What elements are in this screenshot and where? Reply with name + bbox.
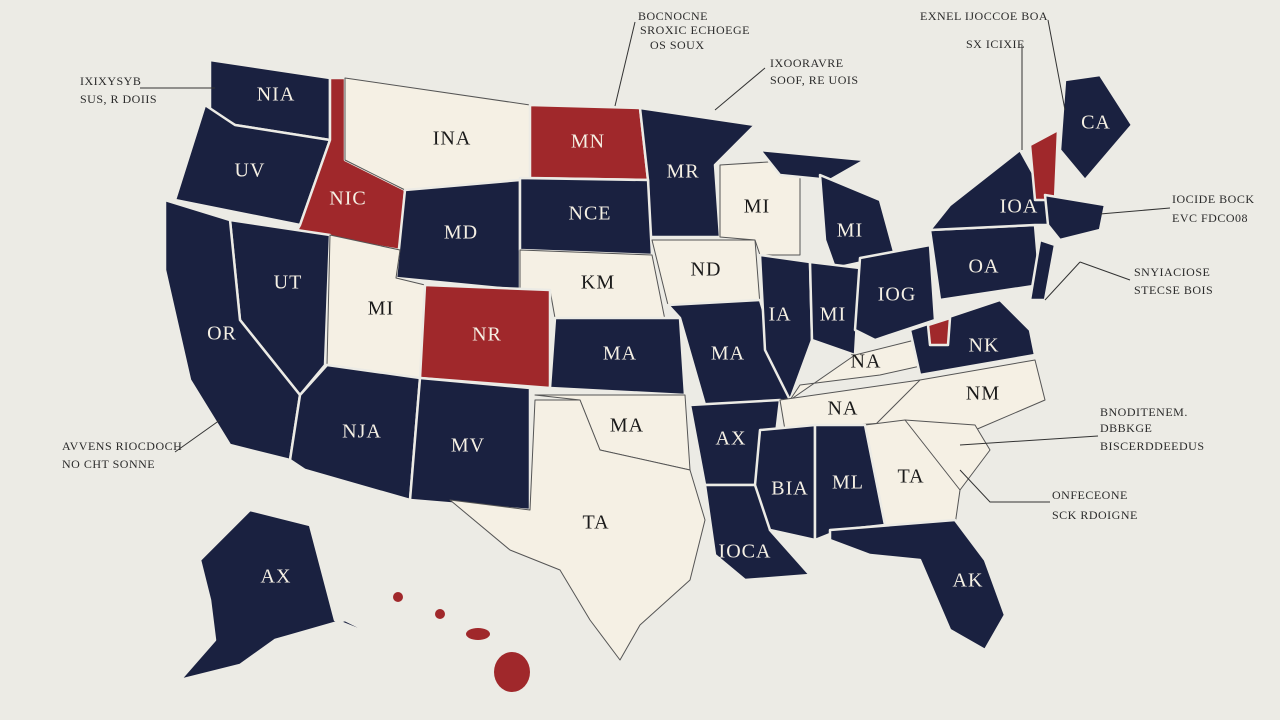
- state: [758, 253, 814, 402]
- state-label: NCE: [569, 203, 612, 225]
- state: [1043, 193, 1107, 242]
- state-label: IOG: [878, 284, 917, 306]
- state: [908, 298, 1037, 377]
- state: [753, 423, 817, 542]
- annotation-text: EVC FDCO08: [1172, 211, 1248, 225]
- leader-line: [1044, 261, 1131, 301]
- island: [494, 652, 530, 692]
- state-label: MV: [451, 435, 485, 457]
- state-label: MI: [837, 220, 863, 242]
- annotation-text: IXOORAVRE: [770, 56, 844, 70]
- annotation-text: SNYIACIOSE: [1134, 265, 1210, 279]
- state-label: UV: [235, 160, 266, 182]
- annotation-text: BOCNOCNE: [638, 9, 708, 23]
- state-label: MR: [666, 161, 699, 183]
- state-label: NA: [828, 398, 859, 420]
- state-label: NIC: [329, 188, 366, 210]
- state: [449, 399, 706, 661]
- annotation-text: STECSE BOIS: [1134, 283, 1213, 297]
- leader-line: [1021, 19, 1066, 150]
- state-label: MI: [368, 298, 394, 320]
- annotation-text: ONFECEONE: [1052, 488, 1128, 502]
- state-label: MI: [744, 196, 770, 218]
- state-label: BIA: [771, 478, 808, 500]
- leader-line: [959, 435, 1099, 446]
- leader-line: [1099, 207, 1171, 215]
- state-label: MA: [603, 343, 637, 365]
- island: [435, 609, 445, 619]
- state-label: MI: [820, 304, 846, 326]
- annotation-text: SX ICIXIE: [966, 37, 1025, 51]
- state-label: MD: [444, 222, 478, 244]
- state-label: OR: [207, 323, 237, 345]
- annotation-text: SCK RDOIGNE: [1052, 508, 1138, 522]
- state-label: ND: [691, 259, 722, 281]
- annotation-text: SOOF, RE UOIS: [770, 73, 859, 87]
- state-label: OA: [969, 256, 1000, 278]
- state-label: NJA: [342, 421, 382, 443]
- annotation-text: DBBKGE: [1100, 421, 1152, 435]
- leader-line: [959, 469, 1050, 503]
- annotation-text: NO CHT SONNE: [62, 457, 155, 471]
- annotation-text: AVVENS RIOCDOCH: [62, 439, 182, 453]
- state-label: NK: [969, 335, 1000, 357]
- state-label: MN: [571, 131, 605, 153]
- state: [828, 518, 1007, 652]
- state-label: AK: [953, 570, 984, 592]
- annotation-text: EXNEL IJOCCOE BOA: [920, 9, 1048, 23]
- state-label: IOCA: [719, 541, 772, 563]
- states: [163, 58, 1134, 692]
- annotation-text: IXIXYSYB: [80, 74, 141, 88]
- leader-line: [614, 21, 636, 107]
- state-label: AX: [716, 428, 747, 450]
- state-label: UT: [274, 272, 303, 294]
- state: [869, 359, 1046, 431]
- annotation-text: IOCIDE BOCK: [1172, 192, 1255, 206]
- annotation-text: SROXIC ECHOEGE: [640, 23, 750, 37]
- state-label: NR: [472, 324, 502, 346]
- state-label: NM: [966, 383, 1000, 405]
- state-label: INA: [433, 128, 472, 150]
- state: [853, 243, 937, 342]
- annotation-text: SUS, R DOIIS: [80, 92, 157, 106]
- state-labels: NIA UV NIC INA MN MR MD NCE UT OR MI NR …: [207, 84, 1111, 592]
- state: [1028, 128, 1060, 202]
- state-label: TA: [897, 466, 924, 488]
- state-label: NA: [851, 351, 882, 373]
- state-label: IA: [768, 304, 791, 326]
- state: [1058, 73, 1134, 182]
- leader-line: [714, 67, 766, 111]
- state: [178, 508, 387, 682]
- leader-lines: [140, 19, 1171, 503]
- annotation-text: BNODITENEM.: [1100, 405, 1188, 419]
- leader-line: [174, 419, 221, 453]
- state-label: TA: [582, 512, 609, 534]
- state-label: MA: [711, 343, 745, 365]
- state-label: MA: [610, 415, 644, 437]
- state-label: CA: [1081, 112, 1111, 134]
- state-label: IOA: [1000, 196, 1039, 218]
- state: [926, 316, 952, 347]
- annotation-text: BISCERDDEEDUS: [1100, 439, 1205, 453]
- annotation-text: OS SOUX: [650, 38, 705, 52]
- annotations: BOCNOCNE SROXIC ECHOEGE OS SOUX IXOORAVR…: [62, 9, 1255, 522]
- island: [466, 628, 490, 640]
- state-label: KM: [581, 272, 615, 294]
- state-label: NIA: [257, 84, 296, 106]
- state-label: AX: [261, 566, 292, 588]
- state-label: ML: [832, 472, 864, 494]
- island: [393, 592, 403, 602]
